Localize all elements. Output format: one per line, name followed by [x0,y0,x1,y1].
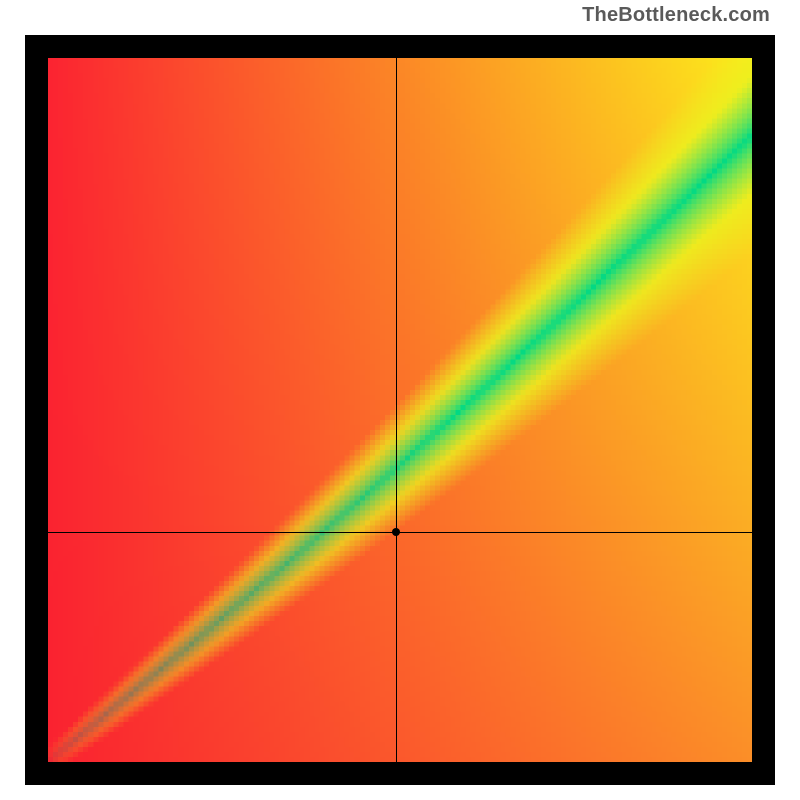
crosshair-vertical [396,58,397,762]
marker-dot [392,528,400,536]
plot-frame [25,35,775,785]
plot-interior [48,58,752,762]
heatmap-canvas [48,58,752,762]
attribution-text: TheBottleneck.com [582,4,770,27]
